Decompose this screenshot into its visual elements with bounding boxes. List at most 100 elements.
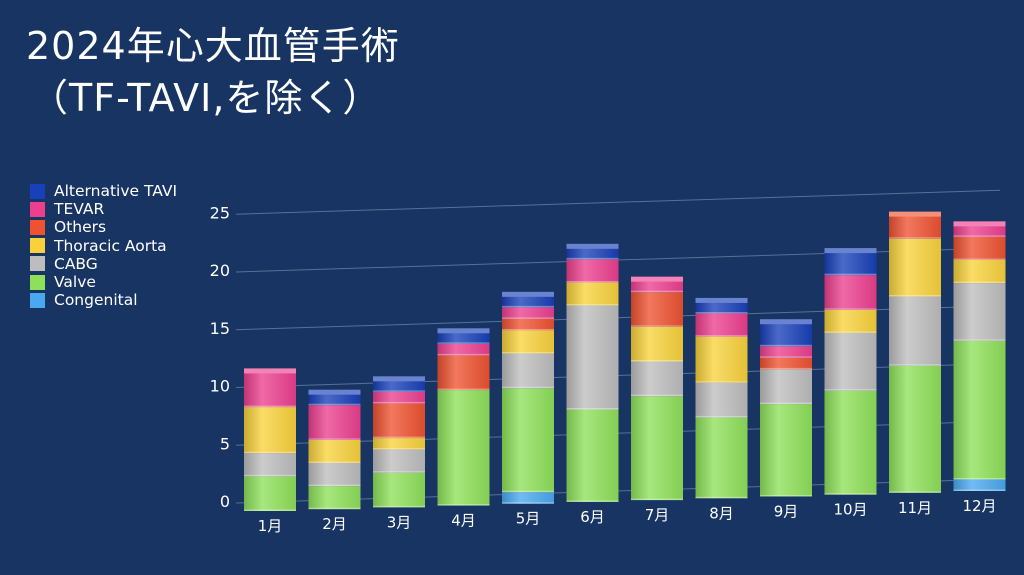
bar-segment xyxy=(373,391,425,404)
bar-segment-edge xyxy=(308,438,361,440)
bar-segment xyxy=(566,282,619,306)
bar-top-cap xyxy=(695,297,748,303)
bar-segment xyxy=(953,260,1006,284)
bar-segment xyxy=(631,326,683,362)
legend-item: Alternative TAVI xyxy=(30,182,177,200)
bar-segment xyxy=(373,438,425,450)
bar-segment xyxy=(631,292,683,327)
bar-segment-edge xyxy=(824,389,877,391)
chart-title-line2: （TF-TAVI,を除く） xyxy=(30,76,382,120)
bar-segment xyxy=(308,439,361,463)
legend-item: Thoracic Aorta xyxy=(30,237,177,255)
bar-segment xyxy=(631,280,683,293)
bar-stack xyxy=(373,376,425,508)
bar-segment-edge xyxy=(824,308,877,310)
bar-segment xyxy=(373,403,425,439)
bar-segment xyxy=(953,225,1006,237)
bar-segment-edge xyxy=(437,504,490,506)
bar-top-cap xyxy=(437,328,490,334)
legend-swatch xyxy=(30,274,45,290)
bar-segment-edge xyxy=(760,494,812,497)
bar-segment xyxy=(953,479,1006,491)
bar-segment-edge xyxy=(631,325,683,327)
x-tick-label: 12月 xyxy=(962,497,996,515)
legend-swatch xyxy=(30,201,45,217)
bar-segment-edge xyxy=(695,381,748,383)
y-tick-label: 15 xyxy=(210,319,230,338)
bars xyxy=(244,211,1006,511)
bar-segment-edge xyxy=(566,304,619,306)
bar-segment xyxy=(566,247,619,260)
bar-segment xyxy=(953,236,1006,260)
legend-swatch xyxy=(30,256,45,272)
y-tick-label: 25 xyxy=(210,203,230,222)
bar-segment-edge xyxy=(953,477,1006,480)
bar-segment-edge xyxy=(695,335,748,337)
bar-segment xyxy=(308,393,361,406)
bar-segment-edge xyxy=(760,344,812,347)
bar-top-cap xyxy=(308,389,361,395)
bar-segment xyxy=(502,330,554,354)
x-tick-label: 4月 xyxy=(451,512,476,530)
bar-top-cap xyxy=(631,276,683,282)
bar-segment-edge xyxy=(953,235,1006,237)
bar-segment xyxy=(308,405,361,440)
chart-title-line1: 2024年心大血管手術 xyxy=(26,24,400,68)
bar-segment-edge xyxy=(889,237,941,239)
bar-segment xyxy=(373,380,425,392)
bar-segment xyxy=(760,346,812,358)
bar-segment-edge xyxy=(566,280,619,283)
bar-segment-edge xyxy=(373,505,425,508)
bar-segment xyxy=(824,275,877,310)
bar-segment xyxy=(760,323,812,347)
bar-segment-edge xyxy=(824,493,877,495)
bar-stack xyxy=(824,248,877,495)
bar-segment-edge xyxy=(308,403,361,406)
legend: Alternative TAVI TEVAR Others Thoracic Aort… xyxy=(30,182,177,309)
legend-swatch xyxy=(30,220,45,235)
bar-segment-edge xyxy=(953,489,1006,491)
bar-stack xyxy=(566,243,619,502)
x-tick-label: 11月 xyxy=(898,499,932,517)
bar-segment xyxy=(566,305,619,410)
bar-top-cap xyxy=(244,368,296,374)
legend-label: CABG xyxy=(54,254,98,273)
x-axis: 1月 2月 3月 4月 5月 6月 7月 8月 9月 10月 11月 12月 xyxy=(258,497,997,535)
bar-stack xyxy=(889,211,941,493)
grid-line xyxy=(235,189,1001,215)
bar-segment-edge xyxy=(373,436,425,439)
bar-segment-edge xyxy=(695,311,748,314)
bar-segment xyxy=(824,390,877,495)
bar-segment-edge xyxy=(502,328,554,331)
bar-segment xyxy=(889,215,941,239)
bar-segment-edge xyxy=(502,502,554,504)
bar-segment-edge xyxy=(631,359,683,362)
y-tick-label: 20 xyxy=(210,261,230,280)
bar-segment xyxy=(502,295,554,308)
bar-segment-edge xyxy=(437,353,490,356)
bar-stack xyxy=(244,368,296,511)
legend-swatch xyxy=(30,238,45,254)
bar-segment-edge xyxy=(953,258,1006,260)
bar-segment xyxy=(695,382,748,418)
bar-segment xyxy=(437,355,490,391)
bar-segment-edge xyxy=(244,405,296,408)
bar-stack xyxy=(437,328,490,506)
bar-segment xyxy=(760,357,812,370)
bar-segment xyxy=(437,390,490,506)
bar-segment xyxy=(308,486,361,510)
bar-segment-edge xyxy=(502,386,554,389)
bar-segment-edge xyxy=(631,394,683,397)
bar-segment xyxy=(437,343,490,356)
bar-segment-edge xyxy=(308,461,361,463)
bar-segment-edge xyxy=(631,498,683,501)
x-tick-label: 1月 xyxy=(258,517,283,535)
legend-label: Alternative TAVI xyxy=(54,182,178,200)
bar-segment-edge xyxy=(244,509,296,511)
bar-segment-edge xyxy=(373,390,425,392)
bar-segment-edge xyxy=(373,448,425,450)
bar-segment-edge xyxy=(502,317,554,319)
bar-segment xyxy=(889,365,941,493)
legend-label: Thoracic Aorta xyxy=(54,236,167,255)
bar-segment xyxy=(760,369,812,405)
